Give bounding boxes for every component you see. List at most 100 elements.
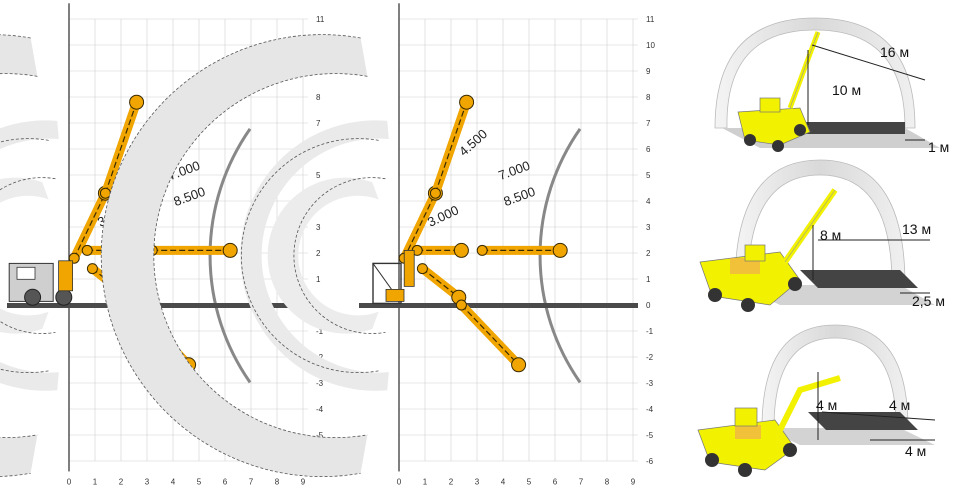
tunnel-width-label: 13 м: [902, 221, 931, 237]
reach-zones: [100, 34, 638, 477]
y-tick-label: 9: [646, 67, 651, 76]
y-tick-label: 2: [646, 249, 651, 258]
reach-band-outer: [101, 34, 368, 477]
y-tick-label: -6: [646, 457, 654, 466]
tunnel-height-label: 8 м: [820, 227, 841, 243]
width-dim: [821, 411, 936, 421]
y-tick-label: 3: [316, 223, 321, 232]
booms: [398, 94, 568, 373]
x-tick-label: 0: [397, 478, 402, 487]
reach-limit-arc: [538, 127, 582, 384]
y-tick-label: 4: [646, 197, 651, 206]
x-tick-label: 6: [223, 478, 228, 487]
x-tick-label: 0: [67, 478, 72, 487]
boom-up: [429, 94, 475, 199]
reach-radius-arc: [153, 73, 368, 438]
y-tick-label: -1: [316, 327, 324, 336]
x-tick-label: 3: [145, 478, 150, 487]
x-tick-label: 6: [553, 478, 558, 487]
x-tick-label: 5: [197, 478, 202, 487]
floor-shadow: [800, 270, 918, 288]
x-tick-label: 9: [631, 478, 636, 487]
boom-short-horizontal: [411, 242, 469, 258]
tunnel-depth-label: 2,5 м: [912, 293, 945, 309]
tunnel-width-label: 16 м: [880, 44, 909, 60]
boom-long-horizontal: [476, 242, 568, 258]
reach-band-inner: [0, 177, 49, 334]
tunnel-depth-label: 4 м: [905, 443, 926, 459]
x-tick-label: 4: [501, 478, 506, 487]
tunnel-scene-1: 16 м 10 м 1 м: [714, 17, 949, 155]
reach-radius-arc: [100, 34, 361, 477]
y-tick-label: -1: [646, 327, 654, 336]
x-tick-label: 2: [449, 478, 454, 487]
y-tick-label: 0: [646, 301, 651, 310]
y-tick-label: -4: [646, 405, 654, 414]
drill-rig-closed-cab: [8, 260, 73, 306]
reach-radius-arc: [240, 138, 379, 373]
width-dim: [811, 44, 926, 81]
y-tick-label: 11: [316, 15, 325, 24]
y-tick-label: -3: [316, 379, 324, 388]
reach-band-inner: [267, 177, 379, 334]
reach-band-mid: [240, 120, 389, 391]
vehicle: [737, 31, 821, 152]
y-tick-label: 5: [316, 171, 321, 180]
y-tick-label: -5: [646, 431, 654, 440]
x-tick-label: 1: [93, 478, 98, 487]
x-tick-label: 3: [475, 478, 480, 487]
y-tick-label: 11: [646, 15, 655, 24]
radius-label: 8.500: [171, 184, 207, 209]
tunnel-scene-2: 8 м 13 м 2,5 м: [699, 159, 945, 312]
y-tick-label: 5: [646, 171, 651, 180]
reach-radius-arc: [0, 177, 56, 334]
y-tick-label: 6: [646, 145, 651, 154]
reach-radius-arc: [293, 177, 386, 334]
y-tick-label: -5: [316, 431, 324, 440]
y-tick-label: -4: [316, 405, 324, 414]
x-tick-label: 7: [249, 478, 254, 487]
floor-shadow: [790, 122, 905, 134]
y-tick-label: 10: [646, 41, 655, 50]
radius-label: 7.000: [496, 158, 532, 183]
reach-band-mid: [0, 120, 59, 391]
y-tick-label: 7: [316, 119, 321, 128]
y-tick-label: -3: [646, 379, 654, 388]
tunnel-scene-3: 4 м 4 м 4 м: [697, 324, 936, 477]
boom-down-upper: [416, 263, 467, 305]
x-tick-label: 4: [171, 478, 176, 487]
tunnel-width-label: 4 м: [889, 397, 910, 413]
x-tick-label: 8: [275, 478, 280, 487]
x-tick-label: 5: [527, 478, 532, 487]
radius-label: 8.500: [501, 184, 537, 209]
reach-radius-arc: [0, 138, 49, 373]
ground-line: [359, 303, 638, 308]
y-tick-label: -2: [646, 353, 654, 362]
y-tick-label: 3: [646, 223, 651, 232]
x-tick-label: 7: [579, 478, 584, 487]
tunnel-height-label: 4 м: [816, 397, 837, 413]
tunnel-depth-label: 1 м: [928, 139, 949, 155]
x-tick-label: 1: [423, 478, 428, 487]
y-tick-label: 1: [646, 275, 651, 284]
y-tick-label: 8: [646, 93, 651, 102]
boom-down-lower: [455, 299, 527, 373]
y-tick-label: 2: [316, 249, 321, 258]
y-tick-label: 7: [646, 119, 651, 128]
y-tick-label: 8: [316, 93, 321, 102]
y-tick-label: 1: [316, 275, 321, 284]
boom-long-horizontal: [146, 242, 238, 258]
x-tick-label: 9: [301, 478, 306, 487]
tunnel-floor: [765, 428, 935, 445]
x-tick-label: 8: [605, 478, 610, 487]
vehicle: [697, 375, 841, 477]
reach-limit-arc: [208, 127, 252, 384]
tunnel-height-label: 10 м: [832, 82, 861, 98]
vehicle: [699, 188, 838, 312]
x-tick-label: 2: [119, 478, 124, 487]
drill-rig-open-frame: [372, 249, 415, 305]
boom-up: [99, 94, 145, 199]
